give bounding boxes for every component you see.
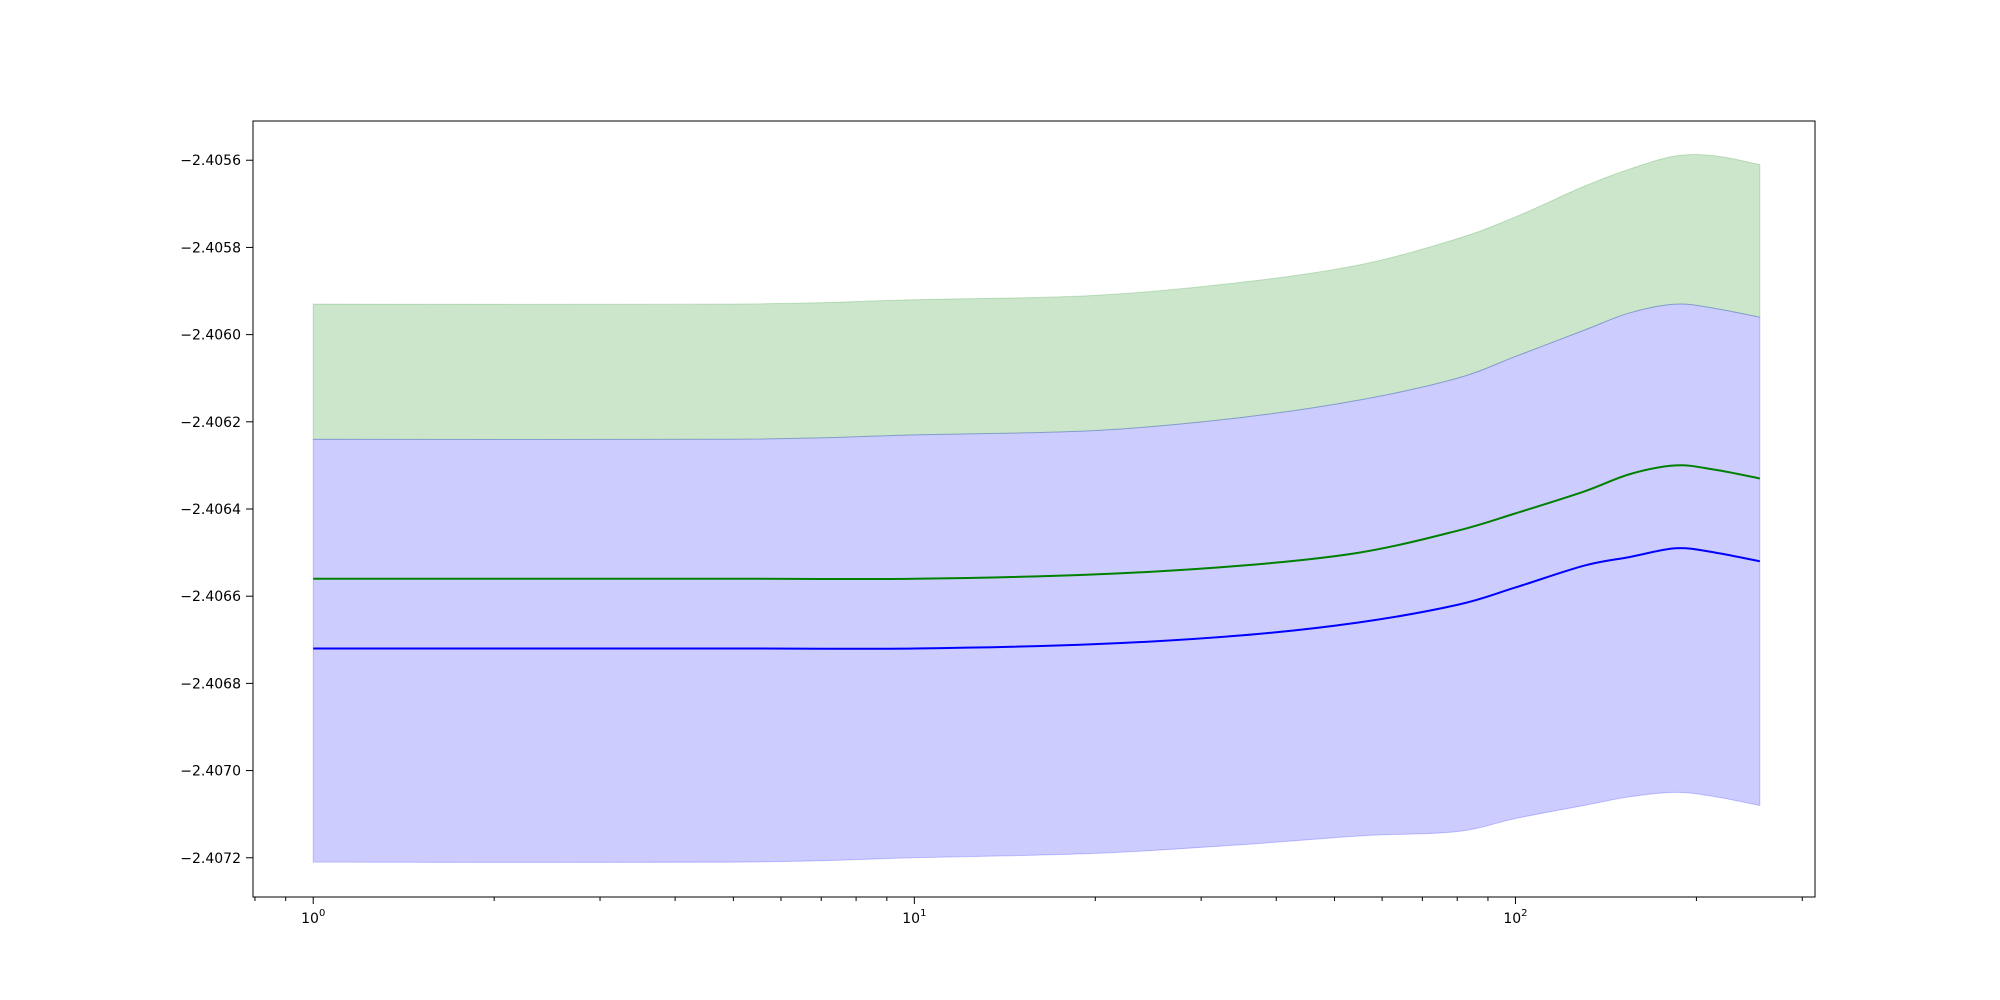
y-tick-label: −2.4066 — [180, 589, 241, 605]
y-tick-label: −2.4058 — [180, 240, 241, 256]
y-tick-label: −2.4072 — [180, 851, 241, 867]
y-axis: −2.4056 −2.4058 −2.4060 −2.4062 −2.4064 −2.40… — [180, 153, 253, 867]
x-tick-label: 100 — [301, 908, 325, 927]
band-series-2 — [312, 303, 1761, 863]
y-tick-label: −2.4068 — [180, 676, 241, 692]
y-tick-label: −2.4056 — [180, 153, 241, 169]
plot-area — [312, 154, 1761, 863]
y-tick-label: −2.4060 — [180, 328, 241, 344]
band-series-1 — [312, 154, 1761, 441]
x-tick-label: 101 — [902, 908, 926, 927]
x-tick-label: 102 — [1503, 908, 1527, 927]
y-tick-label: −2.4064 — [180, 502, 241, 518]
line-series-1 — [313, 464, 1761, 581]
y-tick-label: −2.4070 — [180, 764, 241, 780]
x-axis: 100 101 102 — [254, 897, 1803, 927]
y-tick-label: −2.4062 — [180, 415, 241, 431]
line-series-2 — [313, 547, 1761, 650]
